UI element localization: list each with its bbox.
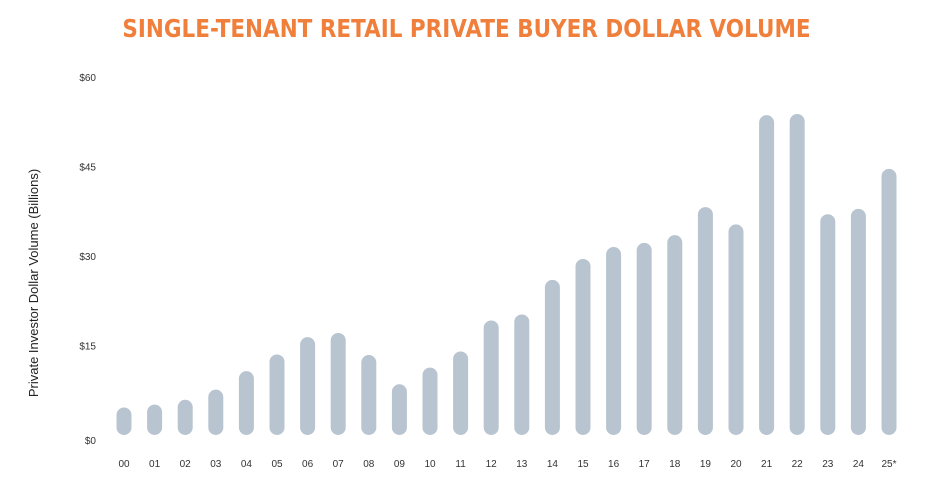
x-tick-label: 05 xyxy=(271,459,283,470)
y-tick-label: $30 xyxy=(79,252,96,263)
x-tick-label: 23 xyxy=(822,459,834,470)
bar-03 xyxy=(208,389,224,435)
bar-00 xyxy=(116,407,132,435)
bar-06 xyxy=(300,337,316,435)
x-tick-label: 12 xyxy=(486,459,498,470)
x-tick-label: 00 xyxy=(118,459,130,470)
x-tick-label: 14 xyxy=(547,459,559,470)
bar-17 xyxy=(636,242,652,435)
bar-13 xyxy=(514,314,530,435)
x-tick-label: 22 xyxy=(792,459,804,470)
x-tick-label: 02 xyxy=(180,459,192,470)
bar-23 xyxy=(820,214,836,435)
x-tick-label: 20 xyxy=(730,459,742,470)
bar-01 xyxy=(147,404,163,435)
y-tick-label: $60 xyxy=(79,73,96,84)
bar-20 xyxy=(728,224,744,435)
x-tick-label: 06 xyxy=(302,459,314,470)
x-tick-label: 25* xyxy=(881,459,896,470)
x-axis-ticks: 00 01 02 03 04 05 06 07 08 09 10 11 12 13 14 15 16 17 18 19… xyxy=(118,459,896,470)
bars-group xyxy=(116,113,897,436)
bar-14 xyxy=(544,279,560,435)
bar-16 xyxy=(606,247,622,435)
x-tick-label: 07 xyxy=(333,459,345,470)
x-tick-label: 13 xyxy=(516,459,528,470)
bar-11 xyxy=(453,351,469,435)
y-tick-label: $15 xyxy=(79,342,96,353)
x-tick-label: 24 xyxy=(853,459,865,470)
x-tick-label: 10 xyxy=(424,459,436,470)
bar-07 xyxy=(330,332,346,435)
y-tick-label: $45 xyxy=(79,163,96,174)
bar-15 xyxy=(575,258,591,435)
bar-18 xyxy=(667,235,683,435)
y-tick-label: $0 xyxy=(85,436,97,447)
bar-12 xyxy=(483,320,499,435)
x-tick-label: 15 xyxy=(577,459,589,470)
bar-10 xyxy=(422,367,438,435)
bar-02 xyxy=(177,399,193,435)
x-tick-label: 21 xyxy=(761,459,773,470)
x-tick-label: 11 xyxy=(455,459,466,470)
x-tick-label: 17 xyxy=(639,459,651,470)
bar-05 xyxy=(269,354,285,435)
bar-25est xyxy=(881,168,897,436)
bar-09 xyxy=(391,384,407,435)
x-tick-label: 01 xyxy=(149,459,161,470)
bar-19 xyxy=(697,207,713,435)
x-tick-label: 09 xyxy=(394,459,406,470)
x-tick-label: 19 xyxy=(700,459,712,470)
x-tick-label: 18 xyxy=(669,459,681,470)
bar-08 xyxy=(361,355,377,435)
chart-title: SINGLE-TENANT RETAIL PRIVATE BUYER DOLLA… xyxy=(122,14,811,43)
bar-04 xyxy=(238,371,254,435)
bar-24 xyxy=(850,208,866,435)
bar-22 xyxy=(789,113,805,435)
x-tick-label: 16 xyxy=(608,459,620,470)
x-tick-label: 03 xyxy=(210,459,222,470)
y-axis-ticks: $0 $15 $30 $45 $60 xyxy=(79,73,96,447)
bar-21 xyxy=(759,115,775,435)
x-tick-label: 04 xyxy=(241,459,253,470)
y-axis-label: Private Investor Dollar Volume (Billions… xyxy=(26,169,41,397)
x-tick-label: 08 xyxy=(363,459,375,470)
